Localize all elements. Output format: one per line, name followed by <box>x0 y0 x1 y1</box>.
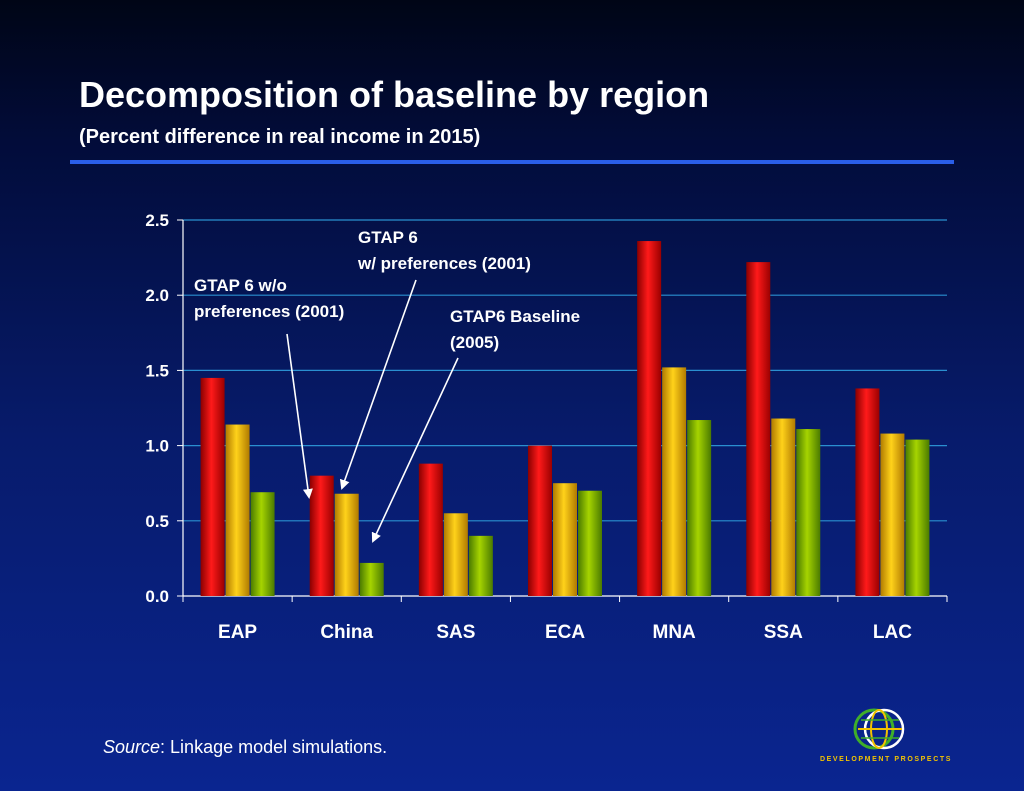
x-tick-label: China <box>320 622 373 643</box>
source-note: Source: Linkage model simulations. <box>103 737 387 758</box>
x-tick-label: SAS <box>436 622 475 643</box>
bar <box>662 367 687 596</box>
bar <box>746 262 771 596</box>
annotation-line: preferences (2001) <box>194 302 344 321</box>
annotation-line: w/ preferences (2001) <box>357 254 531 273</box>
y-tick-label: 1.5 <box>145 361 169 380</box>
annotation-label: GTAP 6 w/o preferences (2001) <box>194 276 344 321</box>
annotation-label: GTAP6 Baseline (2005) <box>450 307 580 352</box>
development-prospects-logo: DEVELOPMENT PROSPECTS <box>818 703 954 769</box>
y-tick-label: 2.5 <box>145 211 169 230</box>
annotation-arrow <box>371 357 459 543</box>
annotation-line: (2005) <box>450 333 499 352</box>
page-title: Decomposition of baseline by region <box>79 74 710 115</box>
bar <box>905 439 930 596</box>
annotation-line: GTAP6 Baseline <box>450 307 580 326</box>
annotation-line: GTAP 6 w/o <box>194 276 287 295</box>
logo-text: DEVELOPMENT PROSPECTS <box>819 756 952 763</box>
bar <box>200 377 225 596</box>
annotations: GTAP 6 w/o preferences (2001) GTAP 6 w/ pre… <box>194 228 580 543</box>
globe-icon <box>853 708 905 750</box>
bar <box>553 483 577 596</box>
bar <box>334 493 359 596</box>
title-divider <box>70 160 954 164</box>
bar <box>687 420 712 596</box>
x-tick-label: ECA <box>545 622 585 643</box>
bar <box>225 424 250 596</box>
bar <box>771 418 796 596</box>
x-tick-label: MNA <box>653 622 697 643</box>
bar <box>468 535 493 596</box>
bar <box>855 388 880 596</box>
source-label: Source <box>103 737 161 757</box>
bar <box>443 513 468 596</box>
annotation-label: GTAP 6 w/ preferences (2001) <box>357 228 531 273</box>
x-tick-label: EAP <box>218 622 257 643</box>
bar <box>880 433 905 596</box>
tick-labels: 0.0 0.5 1.0 1.5 2.0 2.5 EAP China SAS ECA MNA SSA LA… <box>145 211 912 643</box>
bar <box>528 445 552 596</box>
bar <box>418 463 443 596</box>
bar <box>637 241 662 596</box>
annotation-arrow <box>286 333 313 499</box>
x-tick-label: LAC <box>873 622 912 643</box>
bars <box>200 241 930 596</box>
y-tick-label: 0.5 <box>145 512 169 531</box>
bar <box>309 475 334 596</box>
bar <box>250 492 275 596</box>
bar <box>796 429 821 596</box>
annotation-line: GTAP 6 <box>358 228 418 247</box>
source-text: : Linkage model simulations. <box>160 737 388 757</box>
annotation-arrow <box>339 279 417 490</box>
page-subtitle: (Percent difference in real income in 20… <box>79 126 481 148</box>
y-tick-label: 2.0 <box>145 286 169 305</box>
y-tick-label: 1.0 <box>145 437 169 456</box>
x-tick-label: SSA <box>764 622 803 643</box>
gridlines <box>183 219 947 522</box>
y-tick-label: 0.0 <box>145 587 169 606</box>
bar <box>578 490 602 596</box>
bar <box>359 562 384 596</box>
